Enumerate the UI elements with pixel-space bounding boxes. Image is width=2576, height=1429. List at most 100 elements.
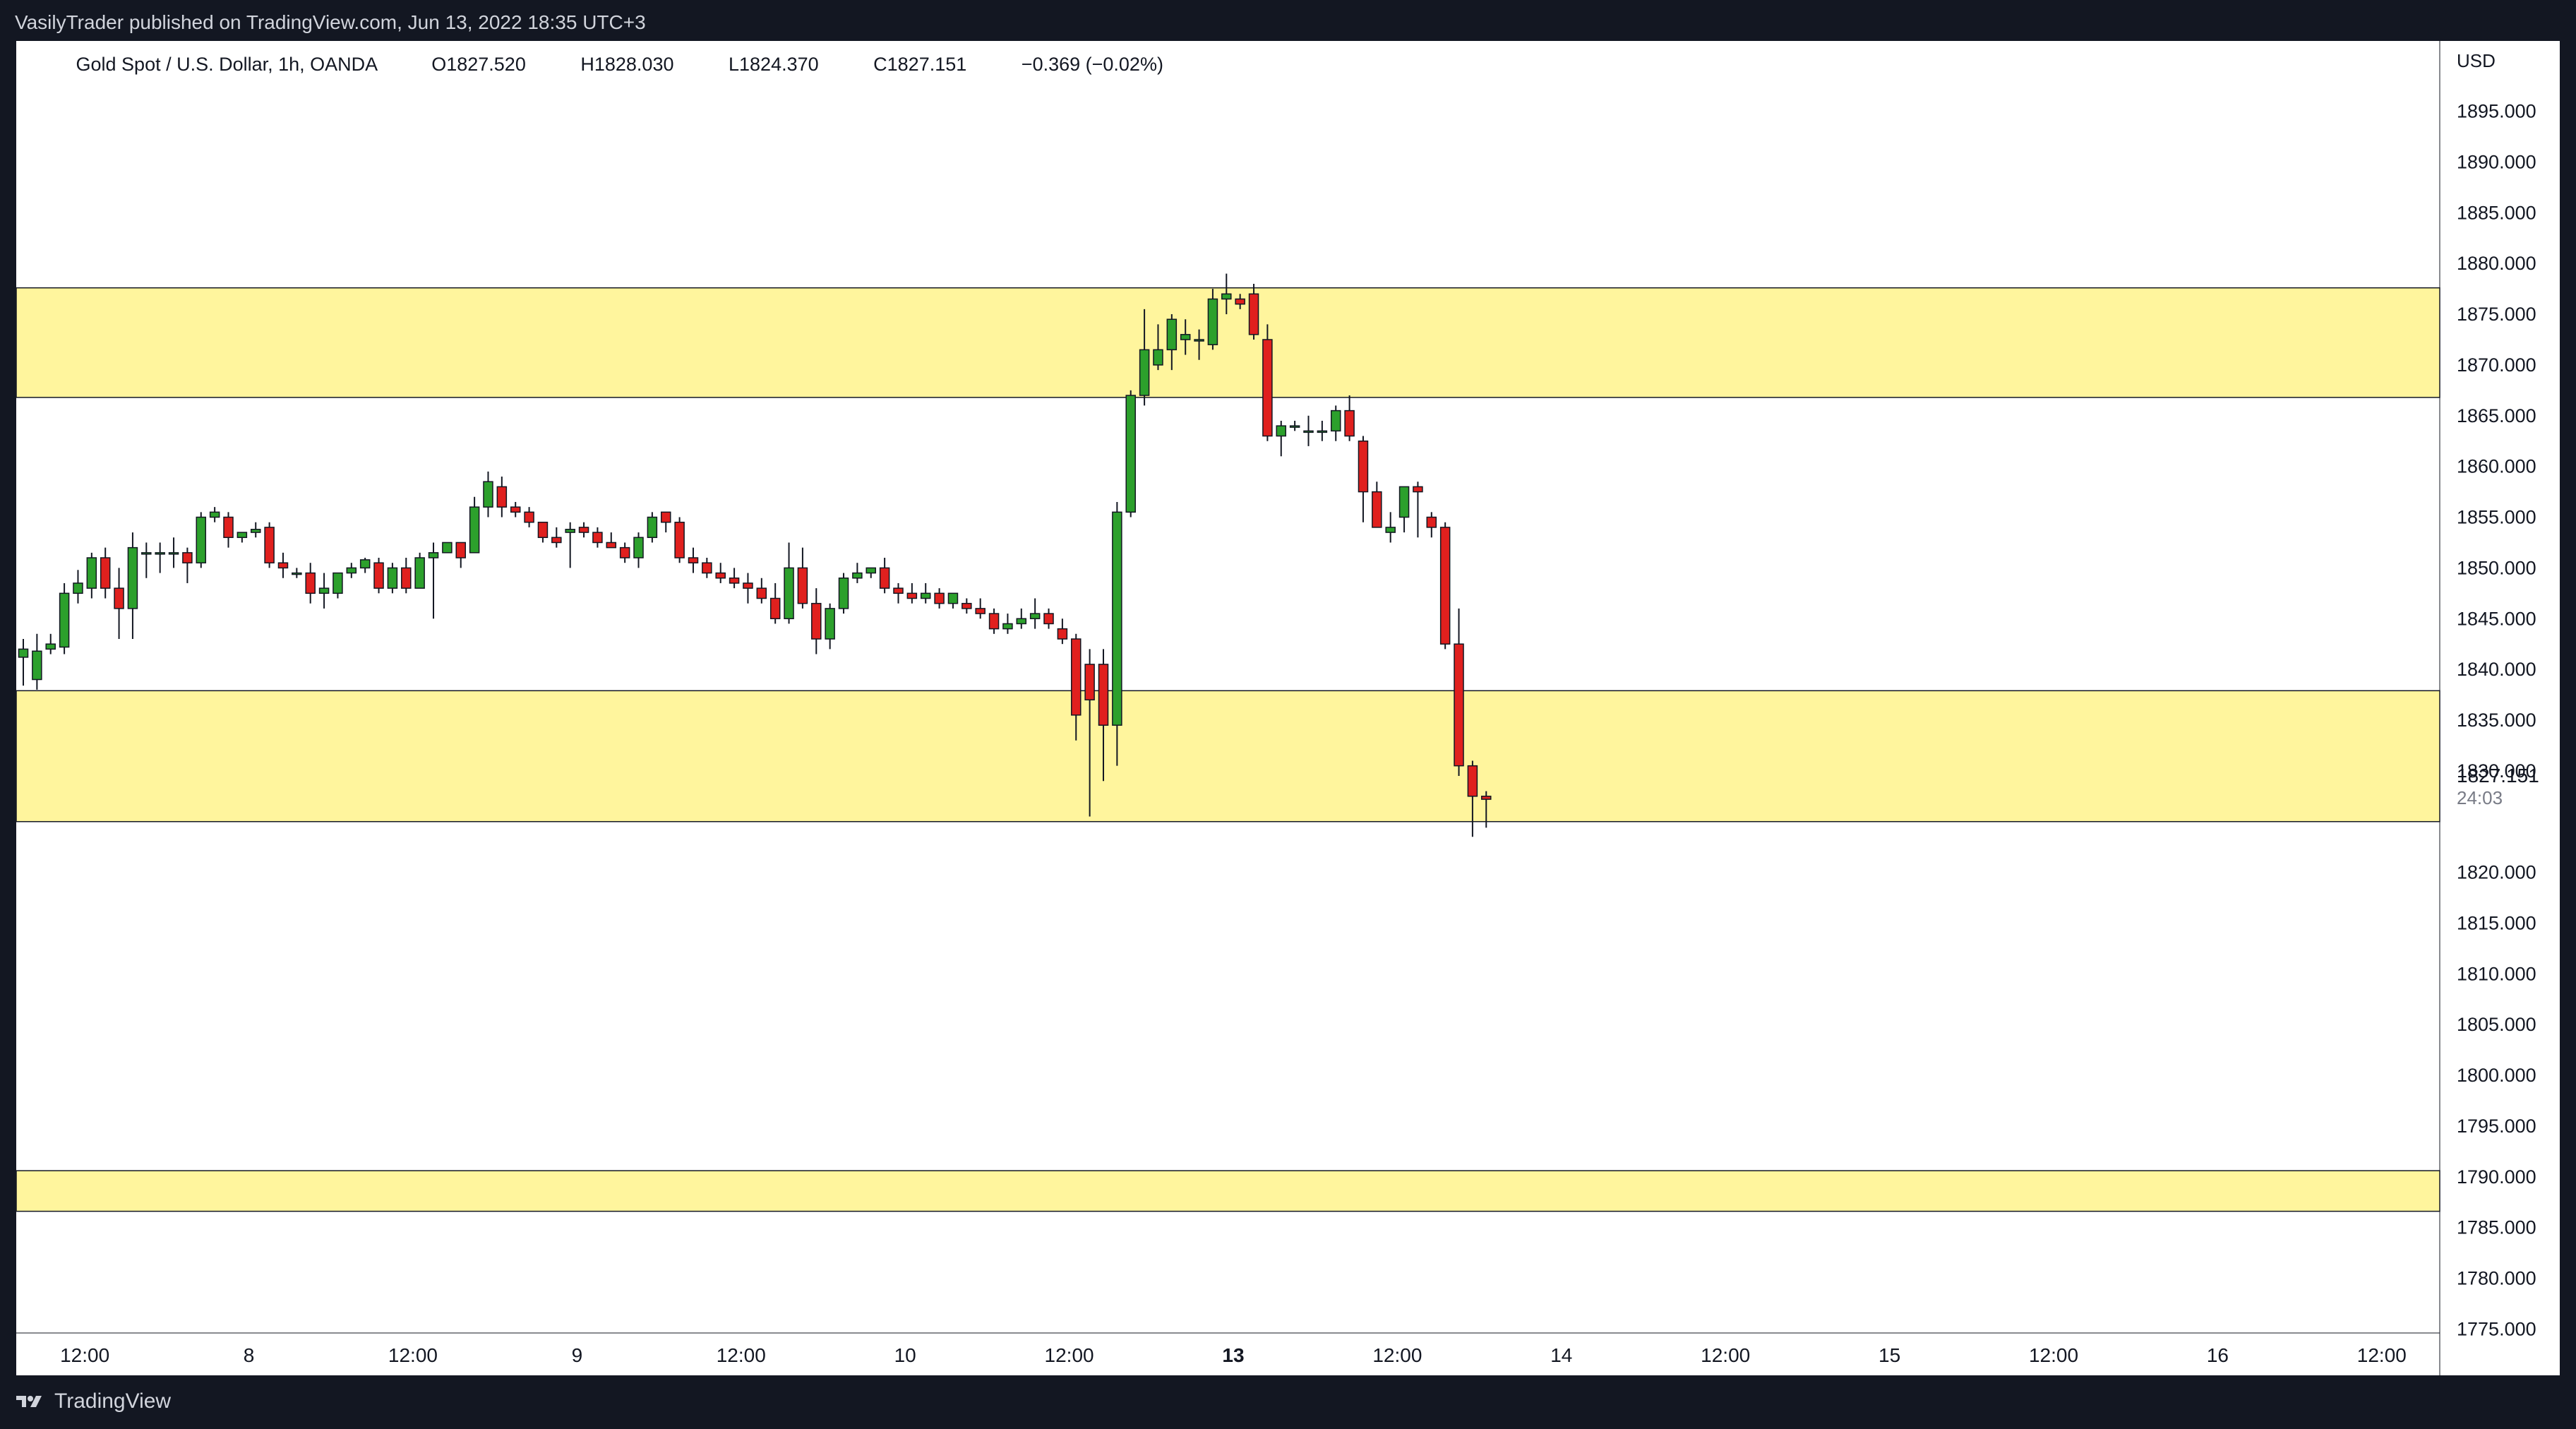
zone-1[interactable] <box>16 287 2440 398</box>
candle-15 <box>223 512 234 548</box>
price-tick-label: 1850.000 <box>2457 557 2536 578</box>
candle-body <box>1057 628 1068 640</box>
price-tick-label: 1845.000 <box>2457 608 2536 629</box>
candle-104 <box>1439 522 1451 650</box>
time-tick-label: 9 <box>572 1344 583 1366</box>
candle-77 <box>1071 633 1082 741</box>
zone-3[interactable] <box>16 1170 2440 1212</box>
candle-body <box>1317 430 1328 434</box>
candle-body <box>1112 511 1122 726</box>
candle-41 <box>578 522 589 538</box>
candle-44 <box>619 542 630 563</box>
candle-99 <box>1372 482 1382 528</box>
candle-106 <box>1467 760 1478 837</box>
candle-body <box>1439 527 1451 645</box>
candle-body <box>975 608 986 614</box>
candle-75 <box>1043 608 1054 629</box>
candle-body <box>988 613 1000 630</box>
candle-22 <box>318 573 330 609</box>
candle-45 <box>633 532 644 568</box>
candle-38 <box>537 521 549 543</box>
candle-body <box>373 562 384 589</box>
candle-body <box>769 597 781 620</box>
tradingview-logo[interactable]: TradingView <box>15 1389 171 1413</box>
candle-103 <box>1426 512 1437 538</box>
candle-93 <box>1289 420 1300 431</box>
price-tick-label: 1885.000 <box>2457 202 2536 223</box>
candle-body <box>784 567 794 620</box>
candle-body <box>305 572 316 594</box>
candle-102 <box>1413 482 1423 538</box>
candle-83 <box>1153 324 1163 371</box>
candle-body <box>674 521 685 558</box>
legend-high: H1828.030 <box>580 54 673 75</box>
candle-body <box>633 537 644 558</box>
candle-body <box>496 486 508 508</box>
candle-body <box>292 572 302 575</box>
candle-78 <box>1084 649 1095 817</box>
candle-29 <box>414 552 425 589</box>
chart-area[interactable]: USD 1827.151 24:03 1895.000 1890.000 1885.… <box>16 41 2560 1375</box>
legend-symbol: Gold Spot / U.S. Dollar, 1h, OANDA <box>76 54 378 75</box>
candle-34 <box>483 471 493 518</box>
candle-body <box>209 511 220 518</box>
candle-body <box>333 572 343 594</box>
candle-body <box>236 532 248 539</box>
candle-body <box>879 567 890 589</box>
zone-2[interactable] <box>16 690 2440 823</box>
candle-body <box>114 587 124 609</box>
candle-body <box>414 557 425 589</box>
candle-body <box>1289 425 1300 428</box>
time-axis[interactable]: 12:00 8 12:00 9 12:00 10 12:00 13 12:00 14 12:00 15… <box>60 1344 2407 1366</box>
candle-body <box>1372 491 1382 528</box>
candle-43 <box>606 532 617 549</box>
candle-53 <box>743 573 753 604</box>
price-axis[interactable]: USD 1827.151 24:03 1895.000 1890.000 1885.… <box>2457 50 2539 1339</box>
candle-body <box>1084 664 1095 700</box>
price-tick-label: 1855.000 <box>2457 507 2536 528</box>
candlestick-chart[interactable]: USD 1827.151 24:03 1895.000 1890.000 1885.… <box>16 41 2560 1375</box>
candle-3 <box>59 582 70 654</box>
legend-close: C1827.151 <box>873 54 966 75</box>
legend-change: −0.369 (−0.02%) <box>1022 54 1163 75</box>
candle-11 <box>168 537 179 568</box>
price-tick-label: 1790.000 <box>2457 1166 2536 1188</box>
candle-31 <box>442 542 453 554</box>
candle-46 <box>647 512 658 543</box>
time-tick-label: 15 <box>1879 1344 1900 1366</box>
candle-20 <box>292 568 302 578</box>
candle-body <box>1248 293 1259 335</box>
candle-5 <box>86 552 97 599</box>
candle-body <box>1398 486 1410 518</box>
candle-body <box>1029 613 1041 619</box>
candle-body <box>1016 618 1027 625</box>
price-tick-label: 1865.000 <box>2457 405 2536 426</box>
zones-layer <box>16 287 2440 1212</box>
candle-2 <box>45 633 56 654</box>
candle-body <box>825 608 835 640</box>
candle-21 <box>305 563 316 604</box>
candle-body <box>45 643 56 650</box>
price-tick-label: 1785.000 <box>2457 1217 2536 1238</box>
time-tick-label: 12:00 <box>2357 1344 2407 1366</box>
candle-35 <box>496 477 508 518</box>
price-tick-label: 1840.000 <box>2457 659 2536 680</box>
candle-body <box>1125 395 1136 513</box>
candle-body <box>18 648 29 658</box>
candle-body <box>196 516 207 563</box>
candle-body <box>401 567 412 589</box>
candle-76 <box>1057 618 1068 645</box>
candle-13 <box>196 512 207 568</box>
time-tick-label: 16 <box>2207 1344 2229 1366</box>
currency-label: USD <box>2457 50 2496 71</box>
tradingview-logo-text: TradingView <box>54 1389 172 1413</box>
time-tick-label: 12:00 <box>60 1344 109 1366</box>
candle-73 <box>1016 608 1027 629</box>
price-tick-label: 1835.000 <box>2457 710 2536 731</box>
candle-body <box>1221 293 1232 300</box>
legend-low: L1824.370 <box>729 54 819 75</box>
candle-body <box>277 562 289 569</box>
price-tick-label: 1860.000 <box>2457 456 2536 477</box>
candle-50 <box>702 558 712 578</box>
candle-body <box>551 537 562 544</box>
